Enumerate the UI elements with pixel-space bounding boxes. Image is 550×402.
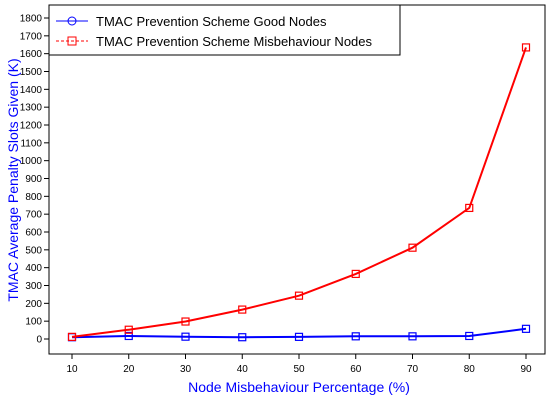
y-tick-label: 700 — [25, 210, 42, 221]
plot-frame — [48, 4, 546, 355]
x-tick-label: 70 — [407, 364, 419, 375]
y-tick-label: 1500 — [20, 67, 43, 78]
y-tick-label: 1000 — [20, 156, 43, 167]
y-tick-label: 300 — [25, 281, 42, 292]
y-tick-label: 100 — [25, 317, 42, 328]
legend-marker-misbehaviour — [67, 36, 77, 46]
data-point — [408, 243, 417, 252]
legend: TMAC Prevention Scheme Good Nodes TMAC P… — [48, 4, 401, 56]
x-axis: 10 20 30 40 50 60 70 80 90 — [66, 354, 532, 375]
y-tick-label: 1800 — [20, 14, 43, 25]
x-tick-label: 40 — [237, 364, 249, 375]
data-point — [521, 324, 531, 333]
series-line-1 — [71, 47, 527, 338]
data-point — [408, 332, 417, 341]
legend-marker-good — [67, 16, 77, 26]
data-point — [238, 333, 247, 342]
y-tick-label: 900 — [25, 174, 42, 185]
data-point — [238, 305, 247, 314]
data-point — [124, 325, 133, 334]
x-tick-label: 10 — [66, 364, 78, 375]
y-tick-label: 800 — [25, 192, 42, 203]
data-point — [181, 317, 190, 326]
data-point — [181, 332, 190, 341]
data-point — [351, 269, 360, 279]
data-point — [294, 291, 304, 300]
legend-label-good: TMAC Prevention Scheme Good Nodes — [96, 14, 327, 29]
legend-label-misbehaviour: TMAC Prevention Scheme Misbehaviour Node… — [96, 34, 373, 49]
data-point — [465, 331, 474, 341]
y-tick-label: 1300 — [20, 103, 43, 114]
data-point — [124, 331, 133, 341]
x-tick-label: 50 — [293, 364, 305, 375]
x-tick-label: 80 — [464, 364, 476, 375]
legend-box — [48, 4, 401, 56]
data-point — [351, 332, 360, 341]
x-tick-label: 30 — [180, 364, 192, 375]
y-tick-label: 1700 — [20, 31, 43, 42]
x-tick-label: 20 — [123, 364, 135, 375]
y-tick-label: 1400 — [20, 85, 43, 96]
series-line-0 — [71, 327, 527, 339]
y-tick-label: 1100 — [20, 138, 42, 149]
y-axis-label: TMAC Average Penalty Slots Given (K) — [5, 58, 21, 301]
data-point — [67, 332, 77, 341]
y-tick-label: 0 — [36, 335, 42, 346]
x-tick-label: 90 — [520, 364, 532, 375]
y-tick-label: 500 — [25, 245, 42, 256]
y-tick-label: 1600 — [20, 49, 43, 60]
y-tick-label: 1200 — [20, 121, 43, 132]
x-axis-label: Node Misbehaviour Percentage (%) — [188, 379, 410, 395]
data-point — [465, 203, 474, 213]
y-tick-label: 600 — [25, 228, 42, 239]
y-tick-label: 200 — [25, 299, 42, 310]
x-tick-label: 60 — [350, 364, 362, 375]
series-layer — [67, 43, 531, 342]
y-axis: 0 100 200 300 400 500 600 700 800 900 1000 1100 1200… — [20, 14, 49, 346]
data-point — [521, 43, 531, 52]
y-tick-label: 400 — [25, 263, 42, 274]
data-point — [294, 332, 304, 341]
